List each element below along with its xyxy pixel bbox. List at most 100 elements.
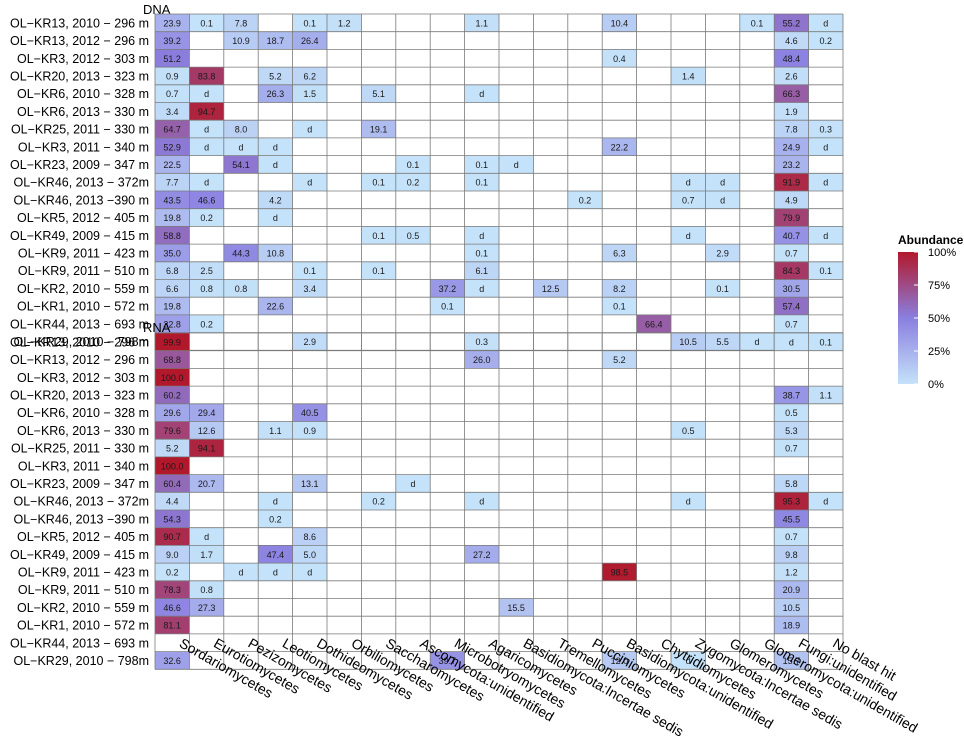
heatmap-cell [292, 279, 327, 298]
heatmap-cell [189, 598, 224, 617]
cell-value: 20.9 [783, 585, 801, 595]
cell-value: d [686, 178, 691, 188]
heatmap-cell [292, 84, 327, 103]
heatmap-cell [189, 208, 224, 227]
cell-value: 94.7 [198, 107, 216, 117]
cell-value: 0.1 [372, 178, 385, 188]
cell-value: d [686, 497, 691, 507]
cell-value: 0.2 [372, 497, 385, 507]
cell-value: 95.3 [783, 497, 801, 507]
row-label: OL−KR46, 2013 − 372m [13, 176, 149, 190]
cell-value: d [307, 125, 312, 135]
heatmap-cell [155, 14, 190, 32]
heatmap-cell [189, 279, 224, 298]
heatmap-cell [533, 279, 568, 298]
row-label: OL−KR3, 2012 − 303 m [17, 371, 149, 385]
heatmap-cell [464, 155, 499, 174]
heatmap-cell [395, 226, 431, 245]
row-label: OL−KR3, 2011 − 340 m [18, 459, 149, 473]
cell-value: 5.2 [166, 444, 179, 454]
cell-value: 10.5 [679, 337, 697, 347]
heatmap-cell [155, 368, 190, 387]
cell-value: 32.6 [163, 656, 181, 666]
heatmap-cell [464, 332, 499, 351]
cell-value: 44.3 [232, 248, 250, 258]
row-label: OL−KR25, 2011 − 330 m [11, 442, 149, 456]
heatmap-cell [155, 102, 190, 121]
cell-value: 10.8 [267, 248, 285, 258]
cell-value: 12.5 [542, 284, 560, 294]
heatmap-cell [361, 492, 396, 510]
heatmap-cell [774, 14, 809, 32]
heatmap-cell [739, 14, 775, 32]
heatmap-cell [774, 49, 809, 68]
cell-value: 3.4 [166, 107, 179, 117]
cell-value: d [410, 479, 415, 489]
cell-value: 13.1 [301, 479, 319, 489]
heatmap-cell [774, 421, 809, 440]
cell-value: 39.2 [163, 36, 181, 46]
cell-value: d [514, 160, 519, 170]
heatmap-cell [155, 208, 190, 227]
heatmap-cell [499, 598, 534, 617]
heatmap-cell [258, 545, 293, 564]
cell-value: 46.6 [163, 603, 181, 613]
row-label: OL−KR1, 2010 − 572 m [17, 619, 149, 633]
row-label: OL−KR9, 2011 − 423 m [18, 246, 149, 260]
heatmap-cell [602, 137, 637, 156]
heatmap-cell [258, 563, 293, 581]
cell-value: 7.8 [785, 125, 798, 135]
heatmap-cell [155, 651, 190, 670]
heatmap-cell [223, 563, 259, 581]
heatmap-cell [671, 492, 706, 510]
cell-value: d [307, 178, 312, 188]
heatmap-cell [155, 244, 190, 262]
heatmap-cell [223, 279, 259, 298]
heatmap-cell [155, 510, 190, 528]
heatmap-cell [155, 67, 190, 85]
heatmap-cell [464, 173, 499, 191]
row-label: OL−KR46, 2013 −390 m [13, 193, 149, 207]
cell-value: 0.1 [751, 18, 764, 28]
heatmap-cell [155, 527, 190, 546]
cell-value: 6.2 [304, 71, 317, 81]
row-label: OL−KR9, 2011 − 423 m [18, 565, 149, 579]
heatmap-cell [292, 120, 327, 138]
row-label: OL−KR6, 2010 − 328 m [17, 87, 149, 101]
column-labels: SordariomycetesEurotiomycetesPezizomycet… [177, 635, 921, 740]
legend-ticks: 100% 75% 50% 25% 0% [914, 247, 956, 391]
row-label: OL−KR6, 2010 − 328 m [17, 406, 149, 420]
heatmap-cell [292, 261, 327, 280]
heatmap-cell [223, 14, 259, 32]
cell-value: 0.8 [200, 284, 213, 294]
heatmap-cell [189, 191, 224, 209]
cell-value: 40.7 [783, 231, 801, 241]
cell-value: d [479, 497, 484, 507]
cell-value: 19.8 [163, 213, 181, 223]
row-label: OL−KR3, 2012 − 303 m [17, 52, 149, 66]
cell-value: 27.2 [473, 550, 491, 560]
heatmap-cell [189, 67, 224, 85]
legend: Abundance 100% 75% 50% 25% 0% [898, 233, 964, 391]
cell-value: 0.1 [476, 248, 489, 258]
heatmap-cell [602, 244, 637, 262]
cell-value: 0.7 [682, 195, 695, 205]
rna-panel-title: RNA [143, 320, 171, 335]
cell-value: d [204, 142, 209, 152]
heatmap-cell [808, 31, 843, 50]
cell-value: 22.5 [163, 160, 181, 170]
cell-value: 48.4 [783, 54, 801, 64]
cell-value: 64.7 [163, 125, 181, 135]
cell-value: 7.7 [166, 178, 179, 188]
heatmap-cell [258, 84, 293, 103]
dna-panel-title: DNA [143, 2, 171, 17]
heatmap-cell [671, 173, 706, 191]
cell-value: 32.8 [163, 319, 181, 329]
row-label: OL−KR23, 2009 − 347 m [10, 477, 149, 491]
cell-value: 4.4 [166, 497, 179, 507]
heatmap-cell [774, 616, 809, 634]
cell-value: 8.0 [235, 125, 248, 135]
heatmap-cell [464, 226, 499, 245]
cell-value: 0.2 [820, 36, 833, 46]
row-label: OL−KR9, 2011 − 510 m [18, 264, 149, 278]
